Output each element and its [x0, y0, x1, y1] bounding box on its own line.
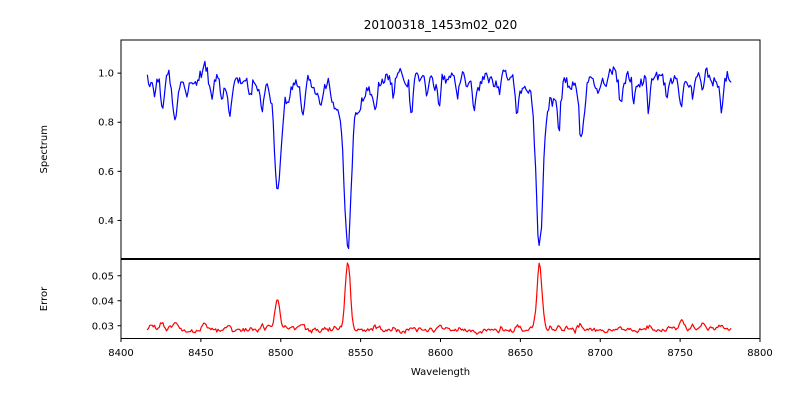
- x-tick-label: 8750: [667, 348, 692, 359]
- x-tick-label: 8600: [428, 348, 453, 359]
- plot-title: 20100318_1453m02_020: [364, 18, 517, 32]
- spectrum-y-tick-label: 0.6: [98, 167, 114, 178]
- x-tick-label: 8500: [268, 348, 293, 359]
- error-y-tick-label: 0.03: [92, 321, 114, 332]
- axis-ticks: 0.4 0.6 0.8 1.0 0.03 0.04 0.05 8400 8450 8500 8550…: [92, 69, 773, 359]
- spectrum-line: [146, 60, 732, 250]
- error-axes: [120, 259, 761, 339]
- error-y-tick-label: 0.05: [92, 271, 114, 282]
- x-tick-label: 8550: [348, 348, 373, 359]
- x-tick-label: 8400: [108, 348, 133, 359]
- spectrum-y-axis-label: Spectrum: [39, 125, 50, 173]
- x-axis-label: Wavelength: [411, 367, 470, 378]
- x-tick-label: 8700: [588, 348, 613, 359]
- spectrum-y-tick-label: 0.4: [98, 216, 114, 227]
- error-line: [146, 262, 732, 335]
- spectrum-y-tick-label: 1.0: [98, 69, 114, 80]
- spectrum-y-tick-label: 0.8: [98, 118, 114, 129]
- error-y-tick-label: 0.04: [92, 296, 114, 307]
- x-tick-label: 8450: [188, 348, 213, 359]
- spectrum-axes: [120, 39, 761, 259]
- x-tick-label: 8800: [747, 348, 772, 359]
- x-tick-label: 8650: [508, 348, 533, 359]
- error-y-axis-label: Error: [39, 286, 50, 311]
